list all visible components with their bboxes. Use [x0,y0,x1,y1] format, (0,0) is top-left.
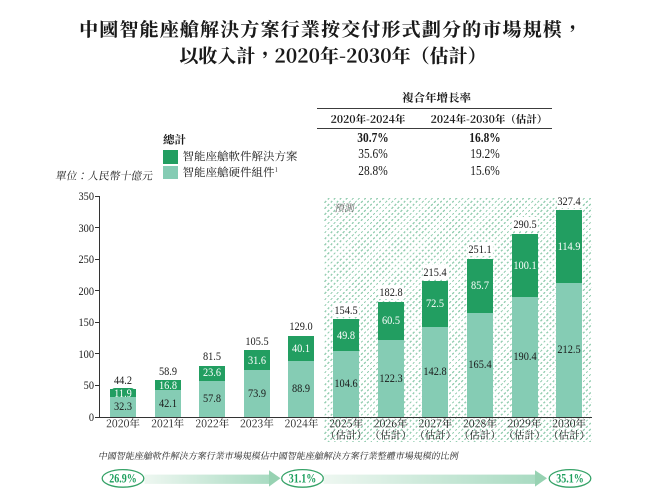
svg-text:31.1%: 31.1% [289,471,317,485]
svg-text:26.9%: 26.9% [109,471,137,485]
svg-text:35.1%: 35.1% [556,471,584,485]
